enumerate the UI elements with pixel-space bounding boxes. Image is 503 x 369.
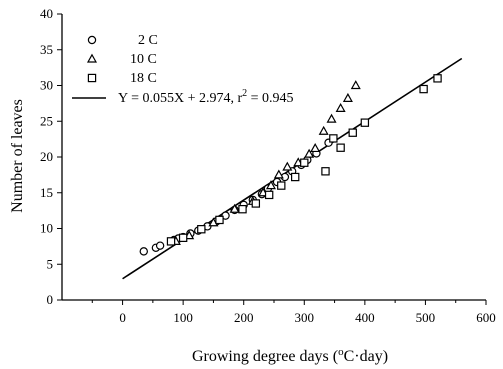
x-tick-label: 600: [476, 310, 496, 325]
x-tick-label: 0: [119, 310, 126, 325]
legend-regression-label: Y = 0.055X + 2.974, r2 = 0.945: [118, 88, 294, 106]
legend-square-marker: [88, 74, 95, 81]
square-point: [167, 238, 174, 245]
x-tick-label: 200: [234, 310, 254, 325]
square-point: [420, 85, 427, 92]
triangle-point: [275, 171, 283, 178]
legend: 2 C 10 C 18 C Y = 0.055X + 2.974, r2 = 0.94…: [72, 33, 294, 106]
triangle-point: [352, 81, 360, 88]
legend-circle-marker: [88, 36, 95, 43]
square-point: [301, 159, 308, 166]
legend-label: 10 C: [130, 52, 157, 67]
x-axis-title-unit: C·day): [344, 348, 388, 365]
square-point: [292, 173, 299, 180]
x-tick-label: 100: [173, 310, 193, 325]
square-point: [216, 216, 223, 223]
x-tick-label: 300: [295, 310, 315, 325]
circle-point: [140, 248, 147, 255]
legend-triangle-marker: [88, 55, 96, 62]
square-point: [330, 135, 337, 142]
triangle-point: [283, 163, 291, 170]
square-point: [180, 234, 187, 241]
square-point: [361, 119, 368, 126]
triangle-point: [337, 104, 345, 111]
legend-label: 18 C: [130, 71, 157, 86]
y-tick-label: 40: [40, 6, 53, 21]
y-tick-label: 10: [40, 221, 53, 236]
y-tick-label: 35: [40, 42, 53, 57]
square-point: [266, 191, 273, 198]
regression-label-main: Y = 0.055X + 2.974, r: [118, 91, 242, 106]
triangle-point: [320, 127, 328, 134]
y-tick-label: 20: [40, 149, 53, 164]
square-point: [322, 168, 329, 175]
x-tick-label: 400: [355, 310, 375, 325]
regression-label-tail: = 0.945: [247, 91, 293, 106]
square-point: [239, 206, 246, 213]
axes: [62, 14, 486, 300]
square-point: [198, 226, 205, 233]
y-axis-title: Number of leaves: [9, 99, 26, 213]
square-point: [278, 182, 285, 189]
square-point: [337, 144, 344, 151]
triangle-point: [311, 144, 319, 151]
triangle-point: [328, 115, 336, 122]
x-axis-title-main: Growing degree days (: [192, 348, 338, 365]
legend-label: 2 C: [138, 33, 158, 48]
x-tick-label: 500: [416, 310, 436, 325]
square-point: [252, 200, 259, 207]
circle-point: [157, 242, 164, 249]
y-tick-label: 30: [40, 78, 53, 93]
square-point: [434, 75, 441, 82]
y-tick-label: 25: [40, 113, 53, 128]
y-tick-label: 5: [47, 256, 54, 271]
square-point: [349, 129, 356, 136]
triangle-point: [344, 94, 352, 101]
x-axis-title: Growing degree days (oC·day): [192, 346, 388, 365]
y-tick-label: 15: [40, 185, 53, 200]
y-tick-label: 0: [47, 292, 54, 307]
